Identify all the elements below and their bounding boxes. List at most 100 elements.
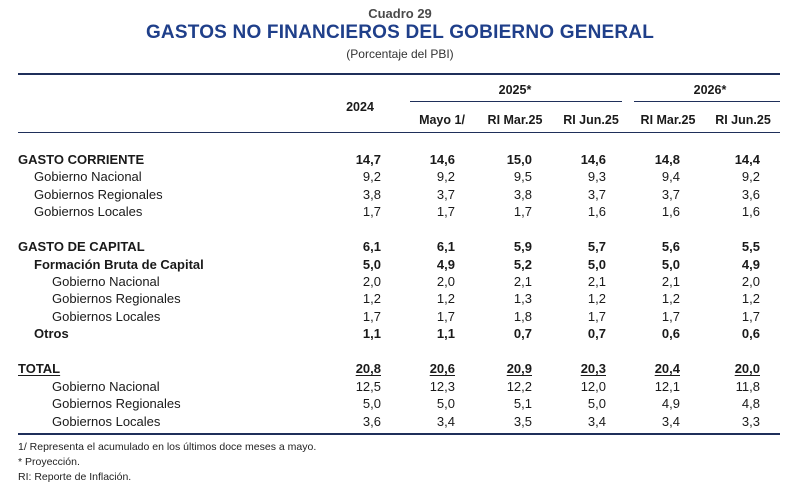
table-cell: 0,7 <box>587 326 606 341</box>
table-cell: 5,2 <box>513 257 532 272</box>
row-label: TOTAL <box>18 361 61 376</box>
table-cell: 3,7 <box>587 187 606 202</box>
row-label: Gobiernos Locales <box>34 204 143 219</box>
table-cell: 1,7 <box>661 309 680 324</box>
table-cell: 9,4 <box>661 169 680 184</box>
table-cell: 1,2 <box>587 291 606 306</box>
row-label: Formación Bruta de Capital <box>34 257 204 272</box>
table-cell: 12,1 <box>654 379 680 394</box>
table-cell: 3,7 <box>436 187 455 202</box>
table-cell: 14,4 <box>734 152 760 167</box>
table-cell: 4,9 <box>436 257 455 272</box>
col-header-mayo: Mayo 1/ <box>419 113 465 127</box>
table-cell: 0,6 <box>741 326 760 341</box>
row-label: Otros <box>34 326 69 341</box>
table-cell: 2,0 <box>741 274 760 289</box>
table-cell: 5,6 <box>661 239 680 254</box>
table-cell: 2,1 <box>513 274 532 289</box>
row-label: Gobierno Nacional <box>34 169 142 184</box>
table-cell: 20,3 <box>580 361 606 376</box>
table-cell: 1,7 <box>741 309 760 324</box>
row-label: GASTO DE CAPITAL <box>18 239 145 254</box>
table-cell: 6,1 <box>436 239 455 254</box>
table-cell: 5,0 <box>661 257 680 272</box>
table-cell: 20,9 <box>506 361 532 376</box>
table-cell: 1,2 <box>362 291 381 306</box>
table-cell: 9,3 <box>587 169 606 184</box>
row-label: Gobiernos Regionales <box>52 396 181 411</box>
row-label: Gobiernos Locales <box>52 309 161 324</box>
table-number: Cuadro 29 <box>368 6 432 21</box>
table-cell: 9,2 <box>362 169 381 184</box>
table-cell: 1,2 <box>741 291 760 306</box>
footnote: RI: Reporte de Inflación. <box>18 471 132 483</box>
table-cell: 5,0 <box>587 257 606 272</box>
table-cell: 5,0 <box>362 396 381 411</box>
table-cell: 1,7 <box>513 204 532 219</box>
table-cell: 3,4 <box>661 414 680 429</box>
bottom-rule <box>18 433 780 435</box>
table-cell: 1,6 <box>587 204 606 219</box>
table-cell: 11,8 <box>735 379 760 394</box>
table-cell: 1,6 <box>741 204 760 219</box>
row-label: Gobiernos Regionales <box>34 187 163 202</box>
table-cell: 20,4 <box>654 361 680 376</box>
table-cell: 1,7 <box>587 309 606 324</box>
row-label: Gobierno Nacional <box>52 274 160 289</box>
table-cell: 3,4 <box>587 414 606 429</box>
table-cell: 5,1 <box>513 396 532 411</box>
col-header-2026-jun: RI Jun.25 <box>715 113 771 127</box>
table-cell: 14,8 <box>654 152 680 167</box>
table-cell: 3,4 <box>436 414 455 429</box>
table-cell: 3,6 <box>741 187 760 202</box>
top-rule <box>18 73 780 75</box>
group-rule-2026 <box>634 101 780 102</box>
table-cell: 5,9 <box>513 239 532 254</box>
table-cell: 12,3 <box>429 379 455 394</box>
group-header-2025: 2025* <box>498 83 532 97</box>
table-cell: 6,1 <box>362 239 381 254</box>
table-cell: 2,1 <box>587 274 606 289</box>
footnote: 1/ Representa el acumulado en los último… <box>18 441 317 453</box>
table-cell: 5,0 <box>587 396 606 411</box>
table-cell: 2,1 <box>661 274 680 289</box>
table-cell: 20,0 <box>734 361 760 376</box>
table-cell: 5,0 <box>362 257 381 272</box>
table-cell: 12,5 <box>355 379 381 394</box>
table-cell: 1,7 <box>362 204 381 219</box>
col-header-2026-mar: RI Mar.25 <box>640 113 696 127</box>
table-cell: 1,7 <box>436 204 455 219</box>
table-cell: 4,9 <box>741 257 760 272</box>
row-label: GASTO CORRIENTE <box>18 152 145 167</box>
table-cell: 12,2 <box>506 379 532 394</box>
table-cell: 5,0 <box>436 396 455 411</box>
table-cell: 9,2 <box>741 169 760 184</box>
table-cell: 3,7 <box>661 187 680 202</box>
table-cell: 1,2 <box>436 291 455 306</box>
group-header-2026: 2026* <box>693 83 727 97</box>
col-header-2024: 2024 <box>346 100 374 114</box>
table-cell: 4,9 <box>661 396 680 411</box>
col-header-2025-jun: RI Jun.25 <box>563 113 619 127</box>
table-cell: 1,1 <box>362 326 381 341</box>
table-cell: 20,8 <box>355 361 381 376</box>
col-header-2025-mar: RI Mar.25 <box>487 113 543 127</box>
table-cell: 3,5 <box>513 414 532 429</box>
table-title: GASTOS NO FINANCIEROS DEL GOBIERNO GENER… <box>145 22 655 43</box>
table-cell: 4,8 <box>741 396 760 411</box>
table-cell: 1,8 <box>513 309 532 324</box>
table-cell: 1,1 <box>436 326 455 341</box>
table-cell: 14,7 <box>355 152 381 167</box>
table-cell: 2,0 <box>436 274 455 289</box>
table-subtitle: (Porcentaje del PBI) <box>346 47 454 61</box>
table-cell: 1,6 <box>661 204 680 219</box>
table-cell: 14,6 <box>580 152 606 167</box>
table-cell: 15,0 <box>506 152 532 167</box>
table-cell: 0,7 <box>513 326 532 341</box>
row-label: Gobiernos Locales <box>52 414 161 429</box>
group-rule-2025 <box>410 101 622 102</box>
table-cell: 2,0 <box>362 274 381 289</box>
table-cell: 14,6 <box>429 152 455 167</box>
row-label: Gobierno Nacional <box>52 379 160 394</box>
table-cell: 1,7 <box>436 309 455 324</box>
